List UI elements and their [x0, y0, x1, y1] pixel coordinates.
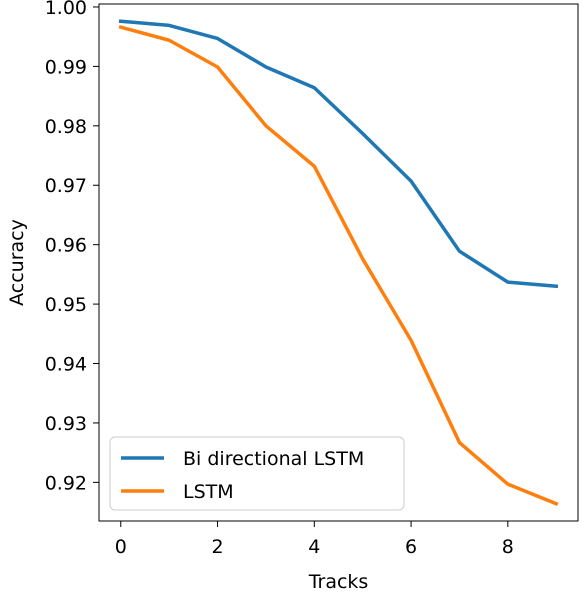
legend: Bi directional LSTM LSTM: [109, 436, 405, 511]
plot-frame: [98, 3, 579, 522]
y-tick-label: 0.92: [45, 472, 87, 494]
axes-layer: 0 2 4 6 8 0.92 0.93 0.94 0.95 0.96 0.97 0.98 0.99 1.0…: [45, 0, 514, 558]
x-axis-label: Tracks: [308, 571, 369, 593]
legend-box: [109, 436, 405, 511]
series-layer: [118, 19, 559, 507]
y-tick-label: 0.98: [45, 116, 87, 138]
x-tick-label: 2: [211, 536, 223, 558]
series-line-2: [118, 25, 559, 507]
x-tick-label: 4: [308, 536, 320, 558]
x-tick-label: 0: [115, 536, 127, 558]
y-tick-label: 1.00: [45, 0, 87, 19]
series-line-1: [118, 19, 559, 289]
y-tick-label: 0.95: [45, 294, 87, 316]
y-tick-label: 0.97: [45, 175, 87, 197]
x-tick-label: 6: [405, 536, 417, 558]
y-tick-label: 0.93: [45, 413, 87, 435]
y-tick-label: 0.96: [45, 235, 87, 257]
y-tick-label: 0.99: [45, 56, 87, 78]
y-axis-label: Accuracy: [6, 219, 28, 306]
legend-label: LSTM: [183, 481, 234, 503]
y-tick-label: 0.94: [45, 354, 87, 376]
x-tick-label: 8: [502, 536, 514, 558]
legend-label: Bi directional LSTM: [183, 448, 364, 470]
